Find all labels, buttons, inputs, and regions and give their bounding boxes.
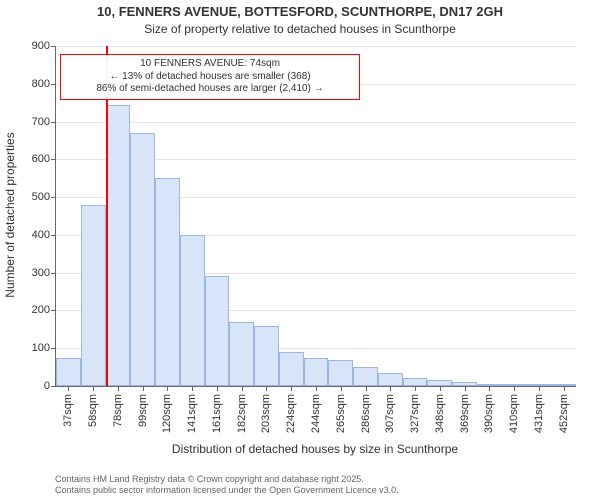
x-tick-mark <box>465 386 466 391</box>
histogram-bar <box>106 105 131 386</box>
x-tick-label: 203sqm <box>260 394 272 433</box>
y-tick-mark <box>51 46 56 47</box>
histogram-bar <box>279 352 304 386</box>
histogram-bar <box>229 322 254 386</box>
histogram-bar <box>304 358 329 386</box>
y-tick-mark <box>51 197 56 198</box>
x-tick-label: 348sqm <box>434 394 446 433</box>
x-tick-mark <box>242 386 243 391</box>
annotation-line: 10 FENNERS AVENUE: 74sqm <box>67 58 353 71</box>
x-tick-mark <box>489 386 490 391</box>
footer-line-1: Contains HM Land Registry data © Crown c… <box>55 474 600 485</box>
x-tick-label: 37sqm <box>62 394 74 427</box>
x-tick-label: 390sqm <box>483 394 495 433</box>
annotation-line: ← 13% of detached houses are smaller (36… <box>67 71 353 84</box>
x-tick-label: 78sqm <box>112 394 124 427</box>
y-tick-mark <box>51 235 56 236</box>
x-axis-label: Distribution of detached houses by size … <box>55 442 575 456</box>
x-tick-mark <box>266 386 267 391</box>
histogram-bar <box>180 235 205 386</box>
histogram-bar <box>130 133 155 386</box>
x-tick-label: 120sqm <box>161 394 173 433</box>
gridline <box>56 122 576 123</box>
x-tick-label: 99sqm <box>137 394 149 427</box>
x-tick-label: 369sqm <box>459 394 471 433</box>
y-tick-label: 900 <box>32 40 50 52</box>
chart-container: 10, FENNERS AVENUE, BOTTESFORD, SCUNTHOR… <box>0 0 600 500</box>
y-tick-label: 500 <box>32 191 50 203</box>
y-tick-label: 800 <box>32 78 50 90</box>
x-tick-label: 327sqm <box>409 394 421 433</box>
x-tick-mark <box>93 386 94 391</box>
y-tick-label: 100 <box>32 342 50 354</box>
histogram-bar <box>254 326 279 386</box>
x-tick-label: 452sqm <box>558 394 570 433</box>
x-tick-label: 161sqm <box>211 394 223 433</box>
x-tick-mark <box>415 386 416 391</box>
y-tick-label: 700 <box>32 116 50 128</box>
x-tick-mark <box>341 386 342 391</box>
x-tick-mark <box>118 386 119 391</box>
y-tick-mark <box>51 122 56 123</box>
footer-credits: Contains HM Land Registry data © Crown c… <box>0 474 600 497</box>
x-tick-label: 182sqm <box>236 394 248 433</box>
histogram-bar <box>403 378 428 386</box>
x-tick-label: 224sqm <box>285 394 297 433</box>
plot-area: 10 FENNERS AVENUE: 74sqm← 13% of detache… <box>55 46 576 387</box>
y-tick-mark <box>51 310 56 311</box>
histogram-bar <box>56 358 81 386</box>
x-tick-mark <box>167 386 168 391</box>
annotation-line: 86% of semi-detached houses are larger (… <box>67 83 353 96</box>
y-tick-label: 300 <box>32 267 50 279</box>
x-tick-label: 58sqm <box>87 394 99 427</box>
y-tick-mark <box>51 159 56 160</box>
chart-title: 10, FENNERS AVENUE, BOTTESFORD, SCUNTHOR… <box>0 4 600 19</box>
y-tick-label: 200 <box>32 304 50 316</box>
gridline <box>56 46 576 47</box>
x-tick-mark <box>192 386 193 391</box>
x-tick-mark <box>366 386 367 391</box>
histogram-bar <box>328 360 353 386</box>
x-tick-label: 244sqm <box>310 394 322 433</box>
x-tick-label: 286sqm <box>360 394 372 433</box>
x-tick-mark <box>390 386 391 391</box>
x-tick-mark <box>68 386 69 391</box>
x-tick-label: 265sqm <box>335 394 347 433</box>
y-tick-mark <box>51 348 56 349</box>
x-tick-mark <box>514 386 515 391</box>
x-tick-mark <box>539 386 540 391</box>
y-tick-mark <box>51 386 56 387</box>
histogram-bar <box>353 367 378 386</box>
footer-line-2: Contains public sector information licen… <box>55 485 600 496</box>
y-tick-mark <box>51 84 56 85</box>
x-tick-mark <box>440 386 441 391</box>
x-tick-mark <box>143 386 144 391</box>
x-tick-mark <box>291 386 292 391</box>
x-tick-mark <box>316 386 317 391</box>
x-tick-label: 431sqm <box>533 394 545 433</box>
chart-subtitle: Size of property relative to detached ho… <box>0 22 600 36</box>
x-tick-label: 307sqm <box>384 394 396 433</box>
x-tick-mark <box>564 386 565 391</box>
histogram-bar <box>155 178 180 386</box>
histogram-bar <box>378 373 403 386</box>
x-tick-mark <box>217 386 218 391</box>
y-axis-label: Number of detached properties <box>3 45 17 385</box>
y-tick-label: 400 <box>32 229 50 241</box>
histogram-bar <box>205 276 230 386</box>
annotation-box: 10 FENNERS AVENUE: 74sqm← 13% of detache… <box>60 54 360 100</box>
x-tick-label: 410sqm <box>508 394 520 433</box>
x-tick-label: 141sqm <box>186 394 198 433</box>
y-tick-label: 0 <box>44 380 50 392</box>
y-tick-label: 600 <box>32 153 50 165</box>
histogram-bar <box>81 205 106 386</box>
y-tick-mark <box>51 273 56 274</box>
